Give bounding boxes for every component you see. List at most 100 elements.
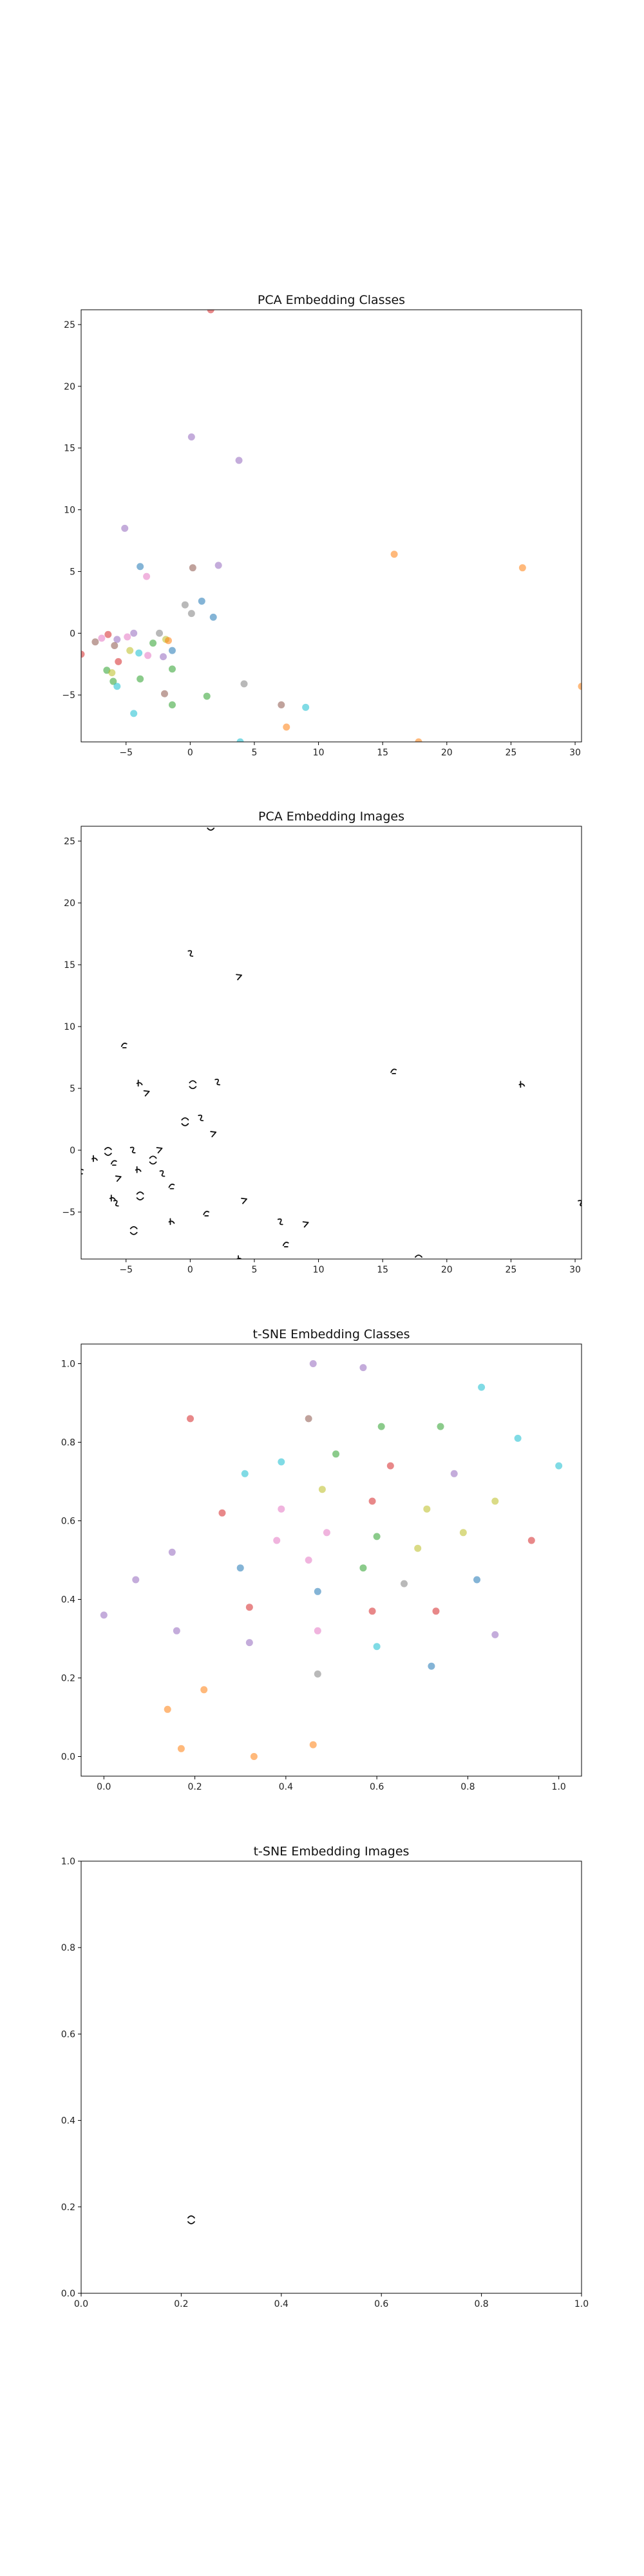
- digit-image-marker: [236, 974, 242, 981]
- data-point: [168, 701, 176, 708]
- data-point: [473, 1576, 481, 1584]
- data-point: [173, 1627, 180, 1634]
- data-point: [235, 457, 243, 464]
- x-tick-label: 0: [187, 1265, 193, 1275]
- data-point: [368, 1497, 376, 1505]
- data-point: [373, 1533, 381, 1540]
- data-point: [115, 658, 122, 665]
- axes-frame: [80, 1861, 582, 2294]
- digit-image-marker: [210, 1131, 217, 1137]
- digit-image-marker: [136, 1191, 144, 1200]
- data-point: [207, 310, 214, 314]
- data-point: [273, 1537, 281, 1544]
- y-tick-label: 0.8: [61, 1438, 75, 1448]
- data-point: [368, 1607, 376, 1615]
- data-point: [111, 641, 118, 649]
- x-tick-label: 15: [377, 1265, 388, 1275]
- y-tick-label: 10: [64, 1022, 75, 1032]
- axes-frame: [80, 1343, 582, 1777]
- digit-image-marker: [181, 1117, 189, 1126]
- data-point: [156, 629, 164, 637]
- data-points: [81, 828, 582, 1259]
- y-tick-label: 0.0: [61, 2289, 75, 2299]
- x-tick-label: 0.6: [374, 2299, 388, 2309]
- y-tick-label: 1.0: [61, 1857, 75, 1867]
- digit-image-marker: [81, 1168, 84, 1175]
- data-point: [130, 629, 138, 637]
- data-point: [373, 1643, 381, 1651]
- y-tick-label: 0.6: [61, 1517, 75, 1527]
- digit-image-marker: [104, 1147, 112, 1156]
- data-point: [135, 649, 143, 657]
- x-tick-label: 5: [252, 748, 258, 758]
- data-point: [401, 1580, 408, 1587]
- x-tick-label: 1.0: [552, 1782, 566, 1792]
- subplot-tsne-images: t-SNE Embedding Images 0.0 0.2 0.4 0.6 0.8 1.0…: [61, 1844, 589, 2309]
- y-tick-label: 15: [64, 960, 75, 971]
- data-point: [187, 1415, 194, 1423]
- data-point: [109, 677, 117, 685]
- data-point: [314, 1587, 321, 1595]
- y-tick-label: 10: [64, 506, 75, 516]
- subplot-pca-classes: PCA Embedding Classes −5 0 5 10 15 20 25 30 −5 0 5 1…: [62, 293, 582, 758]
- data-point: [278, 701, 285, 708]
- chart-title: t-SNE Embedding Classes: [252, 1327, 410, 1341]
- data-point: [491, 1631, 499, 1638]
- x-tick-label: 0: [187, 748, 193, 758]
- data-point: [236, 738, 244, 742]
- data-point: [168, 1548, 176, 1556]
- y-tick-label: 15: [64, 444, 75, 454]
- data-point: [415, 738, 422, 742]
- data-point: [214, 562, 222, 569]
- y-tick-label: 0.2: [61, 2202, 75, 2213]
- data-point: [459, 1529, 467, 1537]
- data-point: [241, 1470, 249, 1477]
- y-tick-label: 20: [64, 898, 75, 909]
- data-point: [278, 1458, 285, 1466]
- data-point: [187, 433, 195, 440]
- data-point: [278, 1505, 285, 1513]
- x-tick-label: 10: [313, 748, 325, 758]
- data-point: [377, 1423, 385, 1430]
- x-tick-label: 25: [506, 748, 517, 758]
- data-point: [437, 1423, 444, 1430]
- digit-image-marker: [149, 1155, 157, 1165]
- y-tick-label: 20: [64, 382, 75, 392]
- data-point: [332, 1450, 340, 1458]
- data-point: [359, 1564, 367, 1572]
- y-tick-label: 0: [70, 1146, 75, 1156]
- x-tick-label: 5: [252, 1265, 258, 1275]
- data-point: [124, 633, 131, 641]
- data-point: [209, 613, 217, 621]
- data-point: [478, 1383, 486, 1391]
- x-tick-label: 0.4: [274, 2299, 289, 2309]
- data-point: [143, 573, 151, 580]
- digit-image-marker: [207, 828, 215, 831]
- y-tick-label: 5: [70, 567, 75, 577]
- data-point: [113, 636, 121, 643]
- data-point: [168, 647, 176, 654]
- data-point: [323, 1529, 330, 1537]
- data-point: [108, 669, 116, 677]
- digit-image-marker: [91, 1155, 98, 1162]
- data-point: [390, 551, 398, 558]
- y-tick-label: 1.0: [61, 1359, 75, 1370]
- chart-title: t-SNE Embedding Images: [254, 1844, 410, 1859]
- digit-image-marker: [241, 1197, 247, 1204]
- axes-frame: [80, 309, 582, 743]
- data-point: [527, 1537, 535, 1544]
- data-point: [113, 683, 121, 690]
- data-point: [302, 703, 310, 711]
- x-tick-label: 30: [569, 1265, 581, 1275]
- data-point: [218, 1509, 226, 1517]
- y-tick-label: 5: [70, 1084, 75, 1094]
- digit-image-marker: [168, 1218, 175, 1226]
- data-point: [104, 630, 112, 638]
- y-tick-label: 25: [64, 837, 75, 847]
- x-tick-label: 10: [313, 1265, 325, 1275]
- y-tick-label: 0.4: [61, 1595, 75, 1605]
- data-point: [518, 564, 526, 572]
- x-tick-label: 0.8: [460, 1782, 475, 1792]
- data-point: [314, 1670, 321, 1678]
